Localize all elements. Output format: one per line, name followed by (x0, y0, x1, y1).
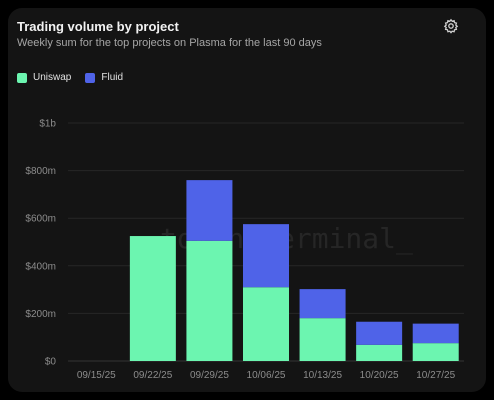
x-tick-label: 10/13/25 (303, 370, 342, 381)
bar-fluid-3[interactable] (243, 224, 289, 288)
legend-label-fluid: Fluid (101, 72, 124, 83)
x-tick-label: 10/27/25 (416, 370, 455, 381)
x-tick-label: 09/22/25 (133, 370, 172, 381)
y-tick-label: $600m (25, 214, 56, 225)
bar-uniswap-6[interactable] (412, 343, 459, 361)
x-tick-label: 10/06/25 (247, 370, 286, 381)
x-tick-label: 09/15/25 (77, 370, 116, 381)
gear-icon[interactable] (443, 18, 459, 34)
y-tick-label: $1b (39, 119, 56, 130)
legend-label-uniswap: Uniswap (33, 72, 72, 83)
bar-fluid-6[interactable] (412, 323, 459, 344)
bar-fluid-2[interactable] (186, 180, 233, 241)
bar-uniswap-3[interactable] (243, 287, 289, 361)
bar-uniswap-4[interactable] (299, 318, 346, 361)
y-tick-label: $400m (25, 261, 56, 272)
bar-uniswap-1[interactable] (129, 236, 176, 361)
bar-fluid-5[interactable] (356, 321, 403, 345)
legend-swatch-uniswap (17, 72, 27, 83)
y-tick-label: $0 (45, 357, 57, 368)
chart-title: Trading volume by project (17, 19, 179, 34)
x-tick-label: 09/29/25 (190, 370, 229, 381)
legend-swatch-fluid (85, 72, 96, 83)
chart-legend: Uniswap Fluid (17, 72, 137, 83)
y-tick-label: $200m (25, 309, 56, 320)
y-tick-label: $800m (25, 166, 56, 177)
x-tick-label: 10/20/25 (360, 370, 399, 381)
legend-item-fluid[interactable]: Fluid (85, 72, 123, 83)
bar-uniswap-5[interactable] (356, 344, 403, 361)
bar-uniswap-2[interactable] (186, 240, 233, 361)
legend-item-uniswap[interactable]: Uniswap (17, 72, 71, 83)
chart-subtitle: Weekly sum for the top projects on Plasm… (17, 37, 322, 49)
bar-fluid-4[interactable] (299, 289, 346, 319)
